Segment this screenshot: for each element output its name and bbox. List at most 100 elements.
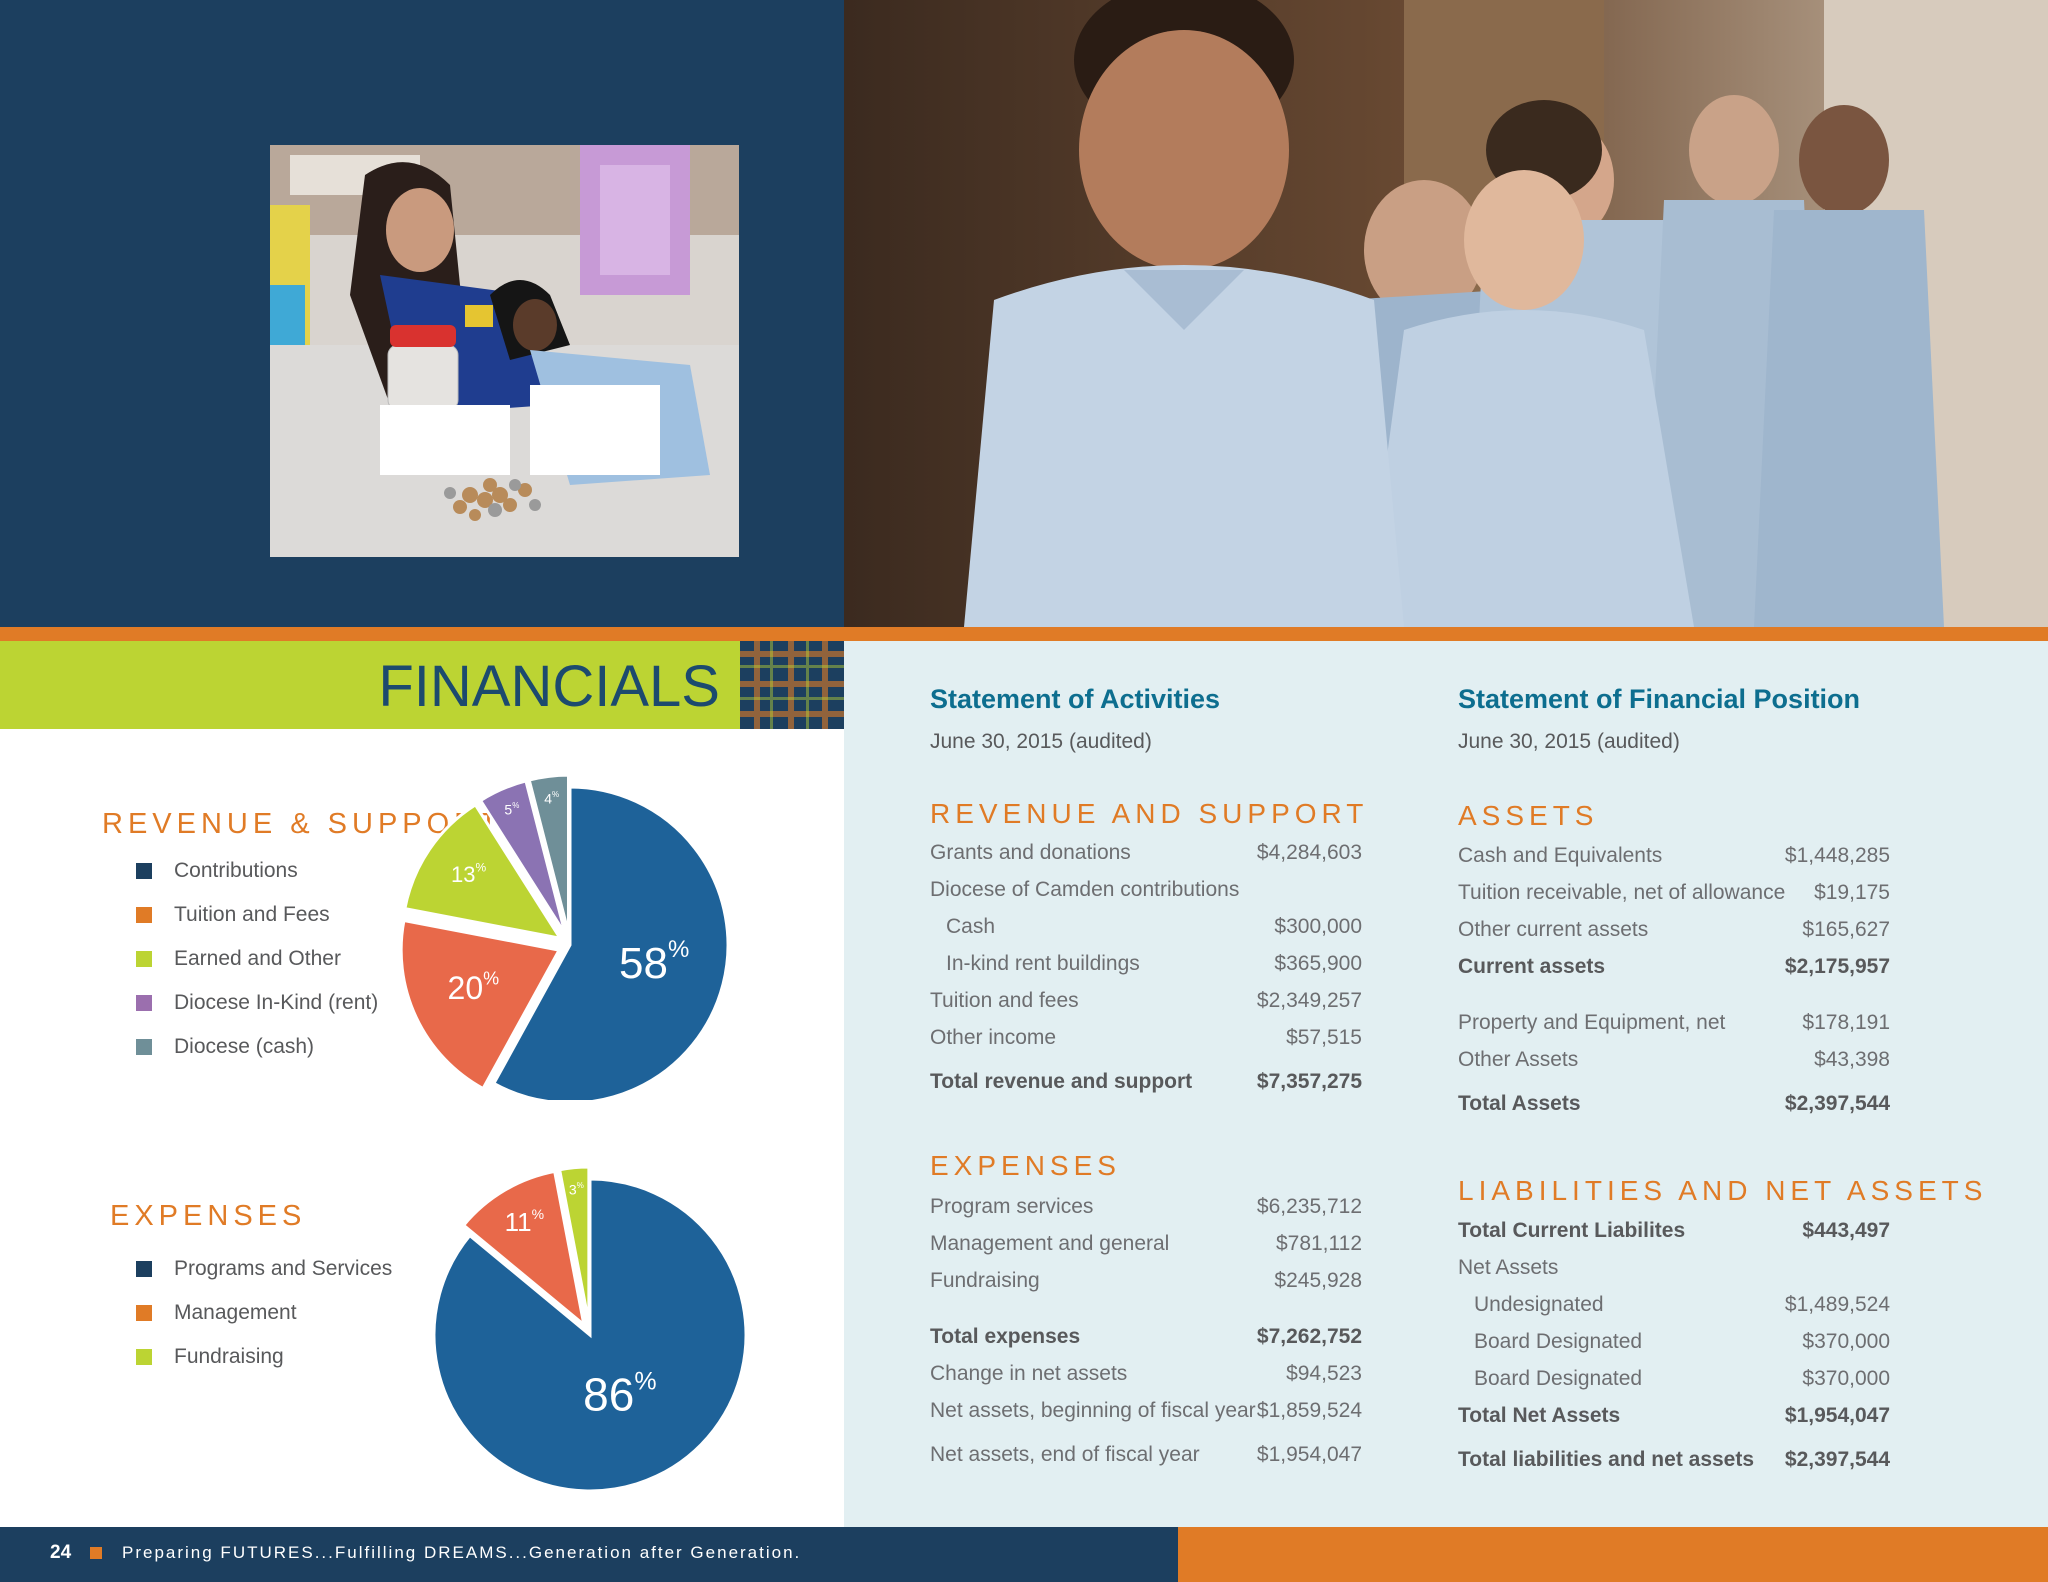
legend-item: Contributions xyxy=(136,856,298,886)
row-label: Total expenses xyxy=(930,1325,1081,1348)
pie-slice-programs-and-services xyxy=(432,1177,748,1493)
row-label: Other Assets xyxy=(1458,1048,1579,1071)
row-label: Total Current Liabilites xyxy=(1458,1219,1686,1242)
row-value: $1,489,524 xyxy=(1784,1293,1890,1316)
revenue-pie-chart: 58%20%13%5% 4% xyxy=(400,773,730,1100)
row-value: $165,627 xyxy=(1802,918,1890,941)
legend-swatch xyxy=(136,863,152,879)
row-label: Total liabilities and net assets xyxy=(1458,1448,1755,1471)
row-value: $1,954,047 xyxy=(1784,1404,1890,1427)
legend-item: Earned and Other xyxy=(136,944,341,974)
pie-slice-diocese-cash- xyxy=(527,773,570,934)
row-value: $370,000 xyxy=(1802,1330,1890,1353)
photo-teacher-with-student xyxy=(270,145,739,557)
legend-item: Fundraising xyxy=(136,1342,284,1372)
pie-slice-management xyxy=(461,1169,587,1329)
footer-square-bullet xyxy=(90,1547,102,1559)
row-label: Property and Equipment, net xyxy=(1458,1011,1726,1034)
legend-label: Tuition and Fees xyxy=(174,903,330,926)
legend-item: Management xyxy=(136,1298,297,1328)
footer-accent xyxy=(1178,1527,2048,1582)
row-label: Cash and Equivalents xyxy=(1458,844,1663,867)
footer-tagline: Preparing FUTURES...Fulfilling DREAMS...… xyxy=(122,1543,802,1562)
row-label: In-kind rent buildings xyxy=(946,952,1140,975)
statements-panel xyxy=(844,641,2048,1527)
row-label: Total Net Assets xyxy=(1458,1404,1621,1427)
pie-slice-tuition-and-fees xyxy=(400,918,562,1091)
row-value: $443,497 xyxy=(1802,1219,1890,1242)
row-label: Net assets, beginning of fiscal year xyxy=(930,1399,1256,1422)
row-value: $57,515 xyxy=(1286,1026,1362,1049)
row-value: $19,175 xyxy=(1814,881,1890,904)
row-value: $300,000 xyxy=(1274,915,1362,938)
page-title: FINANCIALS xyxy=(378,654,720,719)
title-bar: FINANCIALS xyxy=(0,641,740,729)
row-label: Board Designated xyxy=(1474,1367,1643,1390)
row-value: $2,175,957 xyxy=(1784,955,1890,978)
legend-label: Diocese In-Kind (rent) xyxy=(174,991,379,1014)
position-title: Statement of Financial Position xyxy=(1458,684,1861,714)
row-label: Total revenue and support xyxy=(930,1070,1193,1093)
legend-swatch xyxy=(136,1349,152,1365)
row-label: Undesignated xyxy=(1474,1293,1604,1316)
row-label: Fundraising xyxy=(930,1269,1040,1292)
row-value: $178,191 xyxy=(1802,1011,1890,1034)
row-value: $2,397,544 xyxy=(1784,1448,1890,1471)
row-label: Tuition receivable, net of allowance xyxy=(1458,881,1786,904)
pie-slice-contributions xyxy=(491,785,730,1100)
legend-item: Tuition and Fees xyxy=(136,900,330,930)
row-value: $4,284,603 xyxy=(1256,841,1362,864)
expenses-heading: EXPENSES xyxy=(110,1200,307,1232)
pie-label: 86% xyxy=(583,1367,656,1421)
legend-label: Management xyxy=(174,1301,297,1324)
row-value: $245,928 xyxy=(1274,1269,1362,1292)
activities-expenses-heading: EXPENSES xyxy=(930,1150,1121,1181)
revenue-support-heading: REVENUE & SUPPORT xyxy=(102,808,503,840)
legend-item: Diocese In-Kind (rent) xyxy=(136,988,378,1018)
row-label: Diocese of Camden contributions xyxy=(930,878,1240,901)
row-label: Change in net assets xyxy=(930,1362,1128,1385)
row-value: $781,112 xyxy=(1275,1232,1362,1255)
legend-label: Programs and Services xyxy=(174,1257,393,1280)
legend-swatch xyxy=(136,1039,152,1055)
row-value: $2,349,257 xyxy=(1256,989,1362,1012)
row-value: $6,235,712 xyxy=(1256,1195,1362,1218)
row-value: $7,357,275 xyxy=(1256,1070,1362,1093)
row-value: $94,523 xyxy=(1286,1362,1362,1385)
row-label: Current assets xyxy=(1458,955,1606,978)
row-value: $43,398 xyxy=(1814,1048,1890,1071)
legend-swatch xyxy=(136,1305,152,1321)
legend-label: Earned and Other xyxy=(174,947,341,970)
pie-label: 20% xyxy=(448,968,500,1006)
photo-students-in-hallway xyxy=(844,0,2048,627)
liabilities-heading: LIABILITIES AND NET ASSETS xyxy=(1458,1175,1988,1206)
expenses-pie-chart: 86%11%3% xyxy=(432,1165,748,1493)
row-label: Management and general xyxy=(930,1232,1170,1255)
row-value: $1,954,047 xyxy=(1256,1443,1362,1466)
activities-revenue-heading: REVENUE AND SUPPORT xyxy=(930,798,1369,829)
legend-swatch xyxy=(136,1261,152,1277)
legend-item: Diocese (cash) xyxy=(136,1032,314,1062)
position-subtitle: June 30, 2015 (audited) xyxy=(1458,730,1680,753)
assets-heading: ASSETS xyxy=(1458,800,1599,831)
page-number: 24 xyxy=(50,1542,72,1563)
row-value: $2,397,544 xyxy=(1784,1092,1890,1115)
row-value: $1,448,285 xyxy=(1784,844,1890,867)
row-label: Net assets, end of fiscal year xyxy=(930,1443,1200,1466)
row-label: Board Designated xyxy=(1474,1330,1643,1353)
legend-label: Diocese (cash) xyxy=(174,1035,315,1058)
pie-slice-diocese-in-kind-rent- xyxy=(478,779,567,935)
legend-label: Fundraising xyxy=(174,1345,284,1368)
row-label: Total Assets xyxy=(1458,1092,1581,1115)
row-label: Tuition and fees xyxy=(930,989,1079,1012)
activities-subtitle: June 30, 2015 (audited) xyxy=(930,730,1152,753)
row-label: Other current assets xyxy=(1458,918,1649,941)
row-label: Other income xyxy=(930,1026,1057,1049)
legend-swatch xyxy=(136,951,152,967)
row-label: Net Assets xyxy=(1458,1256,1559,1279)
plaid-pattern xyxy=(740,641,844,729)
pie-slice-earned-and-other xyxy=(403,802,564,941)
row-value: $370,000 xyxy=(1802,1367,1890,1390)
legend-item: Programs and Services xyxy=(136,1254,392,1284)
orange-divider xyxy=(0,627,2048,641)
